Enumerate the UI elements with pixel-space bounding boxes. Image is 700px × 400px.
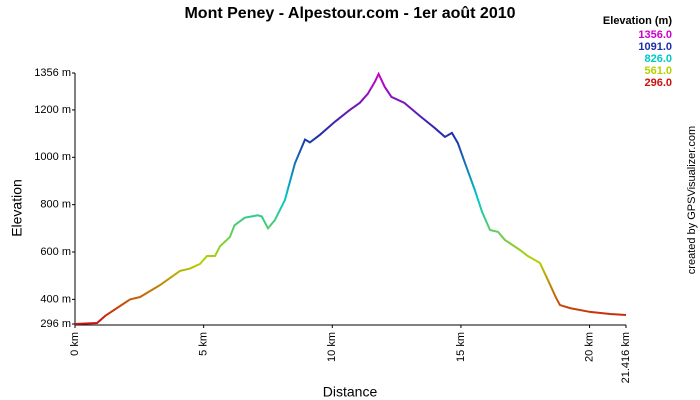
legend-label: 561.0 <box>644 65 672 77</box>
x-tick-label: 21.416 km <box>620 332 632 383</box>
legend-label: 1091.0 <box>638 41 672 53</box>
legend-label: 826.0 <box>644 53 672 65</box>
x-axis-title: Distance <box>323 384 378 400</box>
y-axis-title: Elevation <box>9 179 25 237</box>
y-tick-label: 1000 m <box>34 151 71 163</box>
y-tick-label: 600 m <box>40 246 71 258</box>
legend-title: Elevation (m) <box>603 15 672 27</box>
legend-label: 1356.0 <box>638 29 672 41</box>
x-tick-label: 10 km <box>326 332 338 362</box>
y-tick-label: 1200 m <box>34 104 71 116</box>
y-tick-label: 800 m <box>40 199 71 211</box>
y-tick-label: 296 m <box>40 318 71 330</box>
chart-title: Mont Peney - Alpestour.com - 1er août 20… <box>184 5 515 22</box>
y-tick-label: 400 m <box>40 293 71 305</box>
credit: created by GPSVisualizer.com <box>686 126 698 274</box>
x-tick-label: 0 km <box>69 332 81 356</box>
y-tick-label: 1356 m <box>34 67 71 79</box>
x-tick-label: 5 km <box>198 332 210 356</box>
x-tick-label: 20 km <box>583 332 595 362</box>
elevation-line <box>74 71 627 325</box>
legend-label: 296.0 <box>644 77 672 89</box>
x-tick-label: 15 km <box>455 332 467 362</box>
